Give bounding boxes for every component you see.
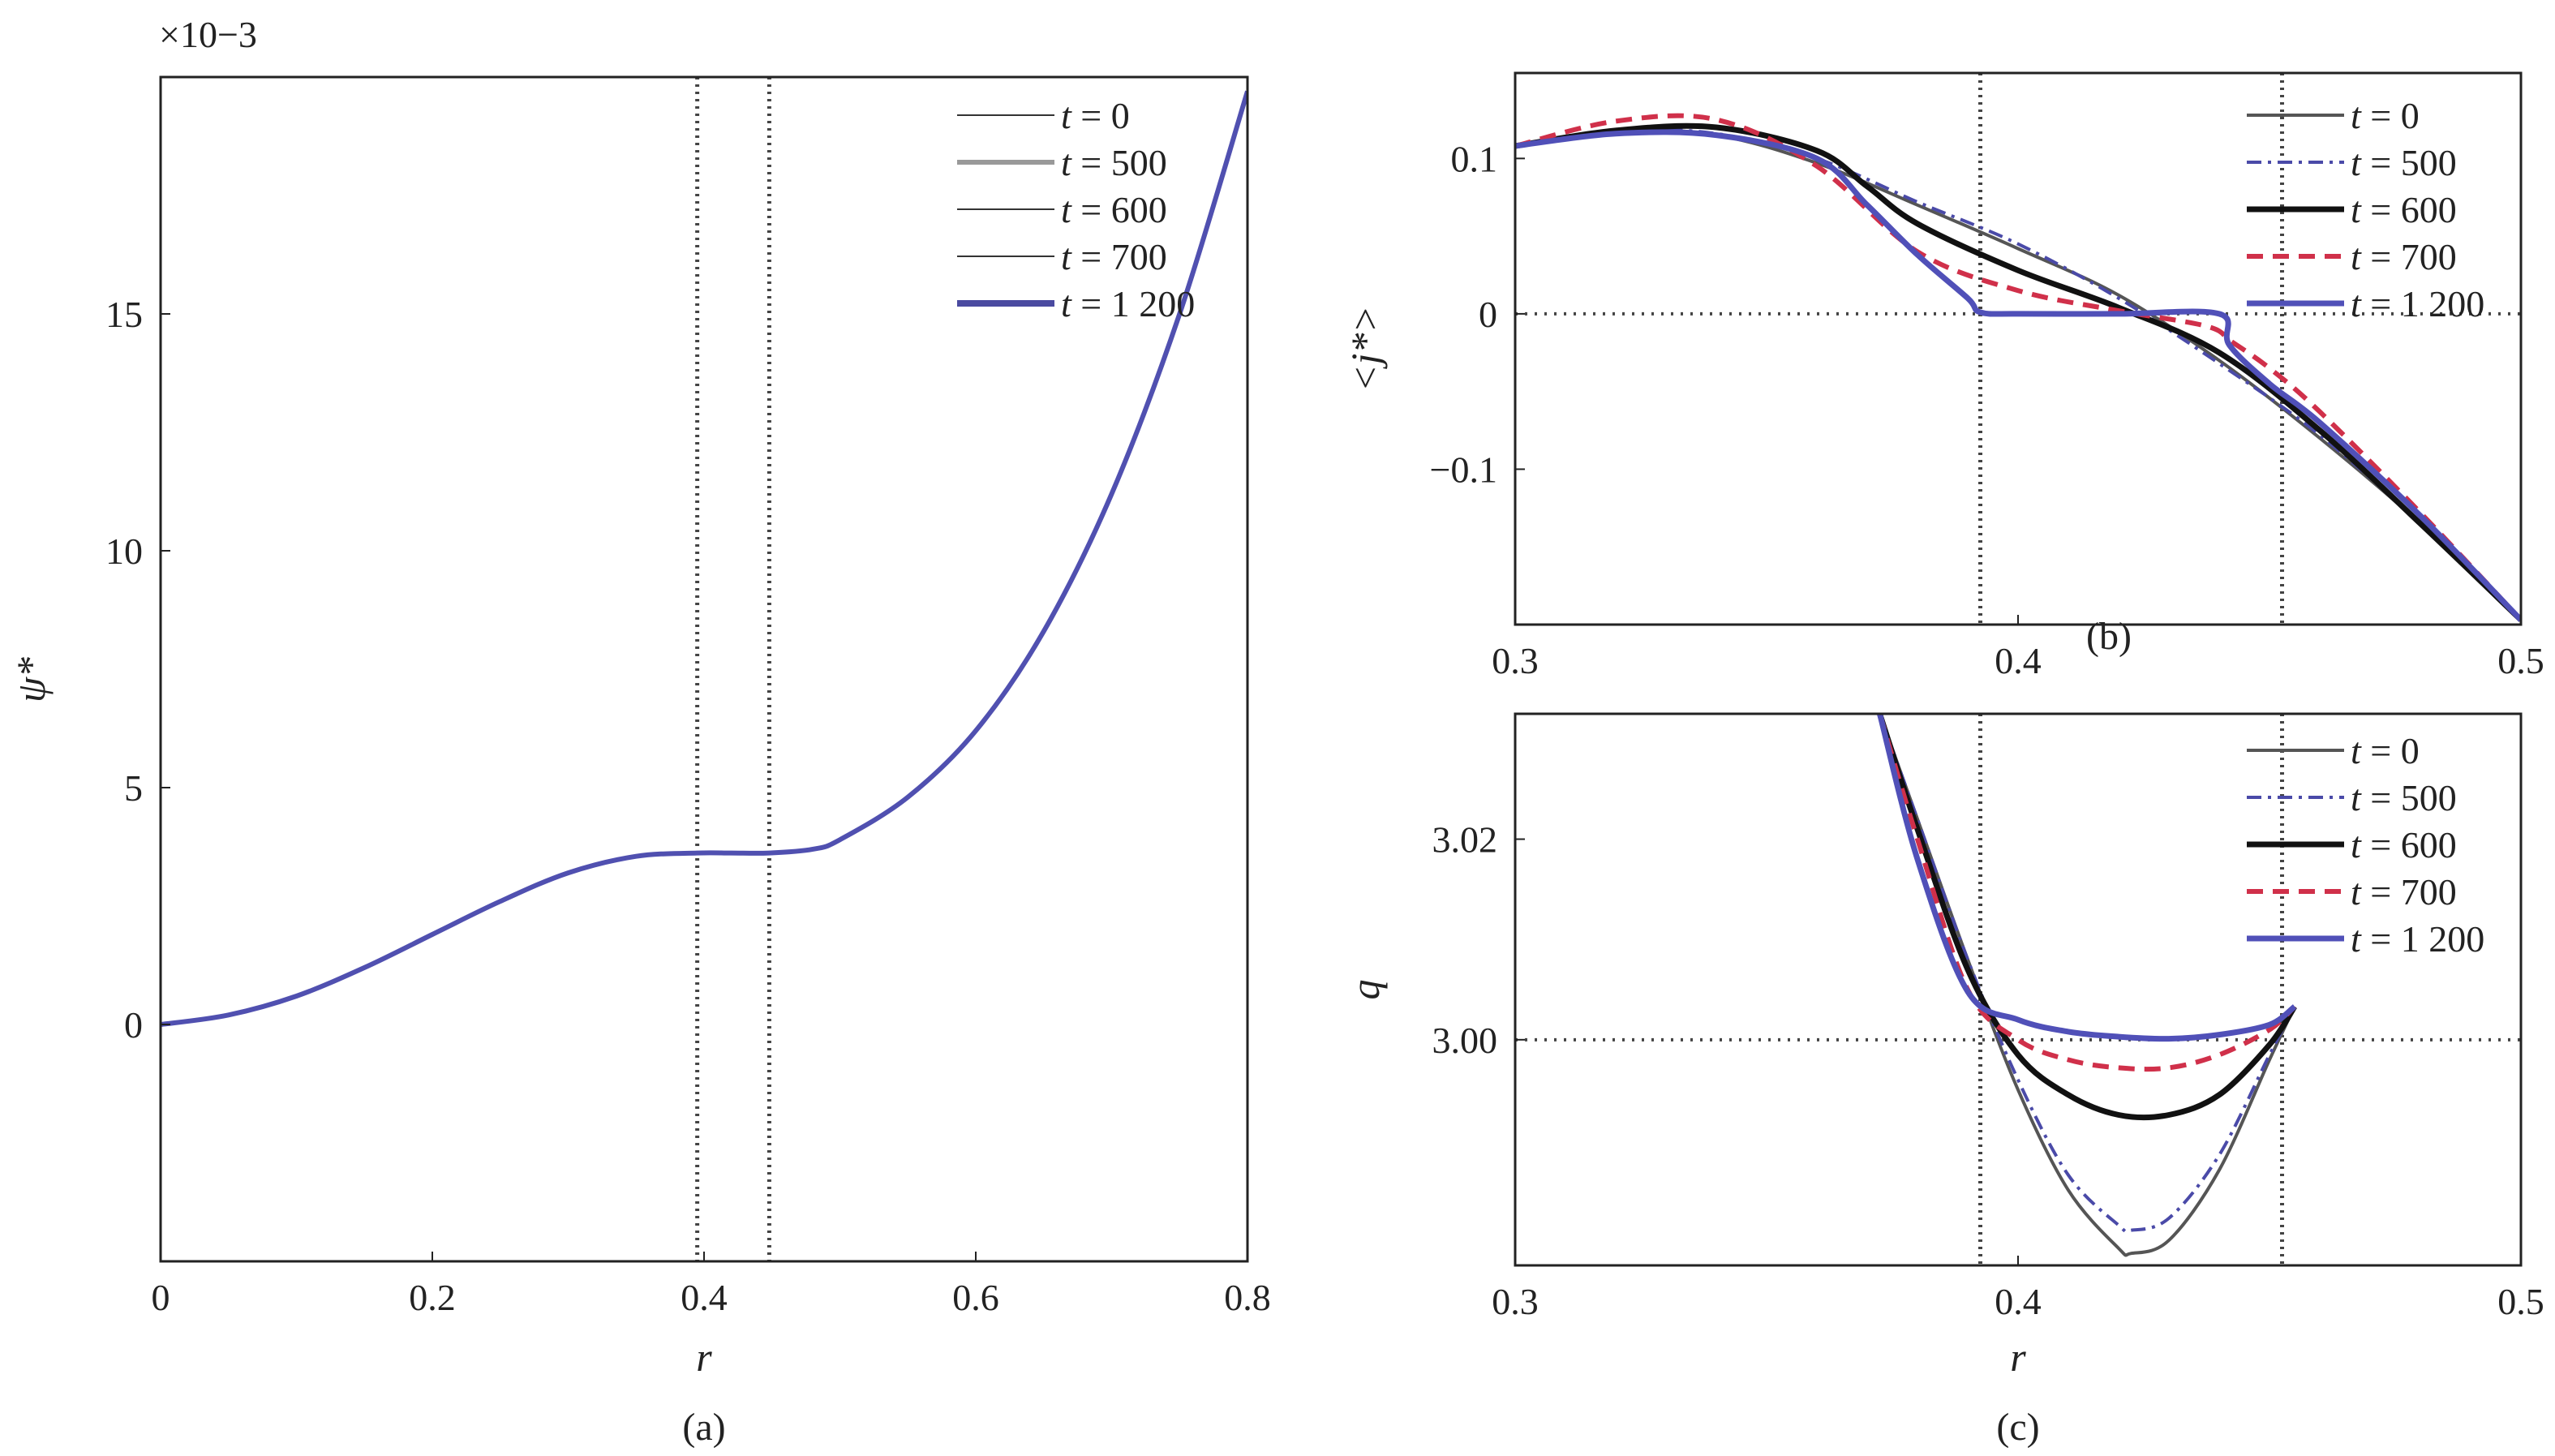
panel-c: 0.3 0.4 0.5 3.023.00 r q (c) t = 0t = 500t… — [1342, 712, 2544, 1449]
legend-entry-label: t = 0 — [2351, 95, 2420, 136]
x-tick-label: 0.4 — [1995, 640, 2042, 681]
y-tick-label: 15 — [105, 294, 143, 335]
y-axis-label: <j*> — [1342, 306, 1388, 392]
y-tick-label: 0.1 — [1451, 138, 1498, 179]
x-tick-label: 0.6 — [952, 1277, 999, 1318]
plot-curves — [1877, 714, 2297, 1257]
y-tick-label: 3.02 — [1432, 819, 1498, 861]
reference-lines — [1515, 73, 2521, 625]
y-axis-ticks: 0.1 0 −0.1 — [1430, 138, 1525, 490]
x-axis-ticks: 0.3 0.4 0.5 — [1492, 1256, 2544, 1322]
legend-entry-label: t = 500 — [2351, 777, 2457, 818]
series-line — [1878, 714, 2296, 1257]
plot-curves — [161, 90, 1247, 1027]
legend-entry-label: t = 700 — [2351, 236, 2457, 277]
legend-entry-label: t = 700 — [2351, 871, 2457, 913]
x-tick-label: 0.3 — [1492, 640, 1539, 681]
series-line — [1877, 714, 2297, 1042]
series-line — [1877, 714, 2297, 1072]
y-tick-label: 0 — [1479, 294, 1497, 335]
legend-entry-label: t = 700 — [1061, 236, 1167, 277]
panel-b: 0.3 0.4 0.5 0.1 0 −0.1 <j*> (b) t = 0 t = 500… — [1342, 71, 2544, 681]
panel-caption: (a) — [682, 1406, 725, 1449]
legend: t = 0 t = 500 t = 600 t = 700 t = 1 200 — [2247, 730, 2484, 960]
panel-caption: (c) — [1996, 1406, 2039, 1449]
legend-entry-label: t = 600 — [2351, 189, 2457, 230]
y-axis-ticks: 3.02 3.00 — [1432, 819, 1525, 1061]
series-line — [1877, 714, 2297, 1121]
exponent-label: ×10−3 — [159, 14, 257, 55]
x-tick-label: 0.5 — [2497, 1281, 2544, 1322]
x-axis-ticks: 0.3 0.4 0.5 — [1492, 615, 2544, 681]
y-axis-label: q — [1342, 980, 1388, 1000]
legend-entry-label: t = 1 200 — [2351, 283, 2484, 324]
legend: t = 0 t = 500 t = 600 t = 700 t = 1 200 — [2247, 95, 2484, 324]
y-tick-label: 0 — [124, 1004, 143, 1046]
x-axis-ticks: 0 0.2 0.4 0.6 0.8 — [152, 1252, 1271, 1318]
x-tick-label: 0.8 — [1224, 1277, 1271, 1318]
y-axis-ticks: 0 5 10 15 — [105, 294, 170, 1046]
y-tick-label: 10 — [105, 530, 143, 572]
panel-caption: (b) — [2086, 615, 2132, 658]
x-tick-label: 0.3 — [1492, 1281, 1539, 1322]
x-axis-label: r — [696, 1334, 712, 1380]
x-tick-label: 0.4 — [681, 1277, 728, 1318]
legend-entry-label: t = 500 — [2351, 142, 2457, 183]
x-tick-label: 0.5 — [2497, 640, 2544, 681]
reference-lines — [695, 77, 771, 1261]
legend-entry-label: t = 1 200 — [2351, 918, 2484, 960]
legend-entry-label: t = 500 — [1061, 142, 1167, 183]
legend-entry-label: t = 0 — [1061, 95, 1130, 136]
series-line — [1878, 714, 2296, 1234]
y-tick-label: 3.00 — [1432, 1020, 1498, 1061]
x-tick-label: 0.2 — [409, 1277, 456, 1318]
plot-curves — [1515, 113, 2521, 622]
series-line — [1515, 129, 2521, 622]
y-tick-label: −0.1 — [1430, 449, 1497, 490]
legend-entry-label: t = 600 — [2351, 824, 2457, 865]
panel-a: 0 0.2 0.4 0.6 0.8 0 5 10 15 ×10−3 r ψ* (a) t = … — [8, 14, 1271, 1449]
y-axis-label: ψ* — [8, 657, 54, 702]
series-line — [1515, 122, 2521, 622]
x-axis-label: r — [2010, 1334, 2026, 1380]
reference-lines — [1515, 714, 2521, 1265]
legend-entry-label: t = 600 — [1061, 189, 1167, 230]
y-tick-label: 5 — [124, 767, 143, 809]
legend-entry-label: t = 0 — [2351, 730, 2420, 771]
series-line — [1515, 113, 2521, 622]
legend-entry-label: t = 1 200 — [1061, 283, 1195, 324]
x-tick-label: 0.4 — [1995, 1281, 2042, 1322]
legend: t = 0 t = 500 t = 600 t = 700 t = 1 200 — [957, 95, 1195, 324]
x-tick-label: 0 — [152, 1277, 170, 1318]
series-line — [161, 90, 1247, 1027]
